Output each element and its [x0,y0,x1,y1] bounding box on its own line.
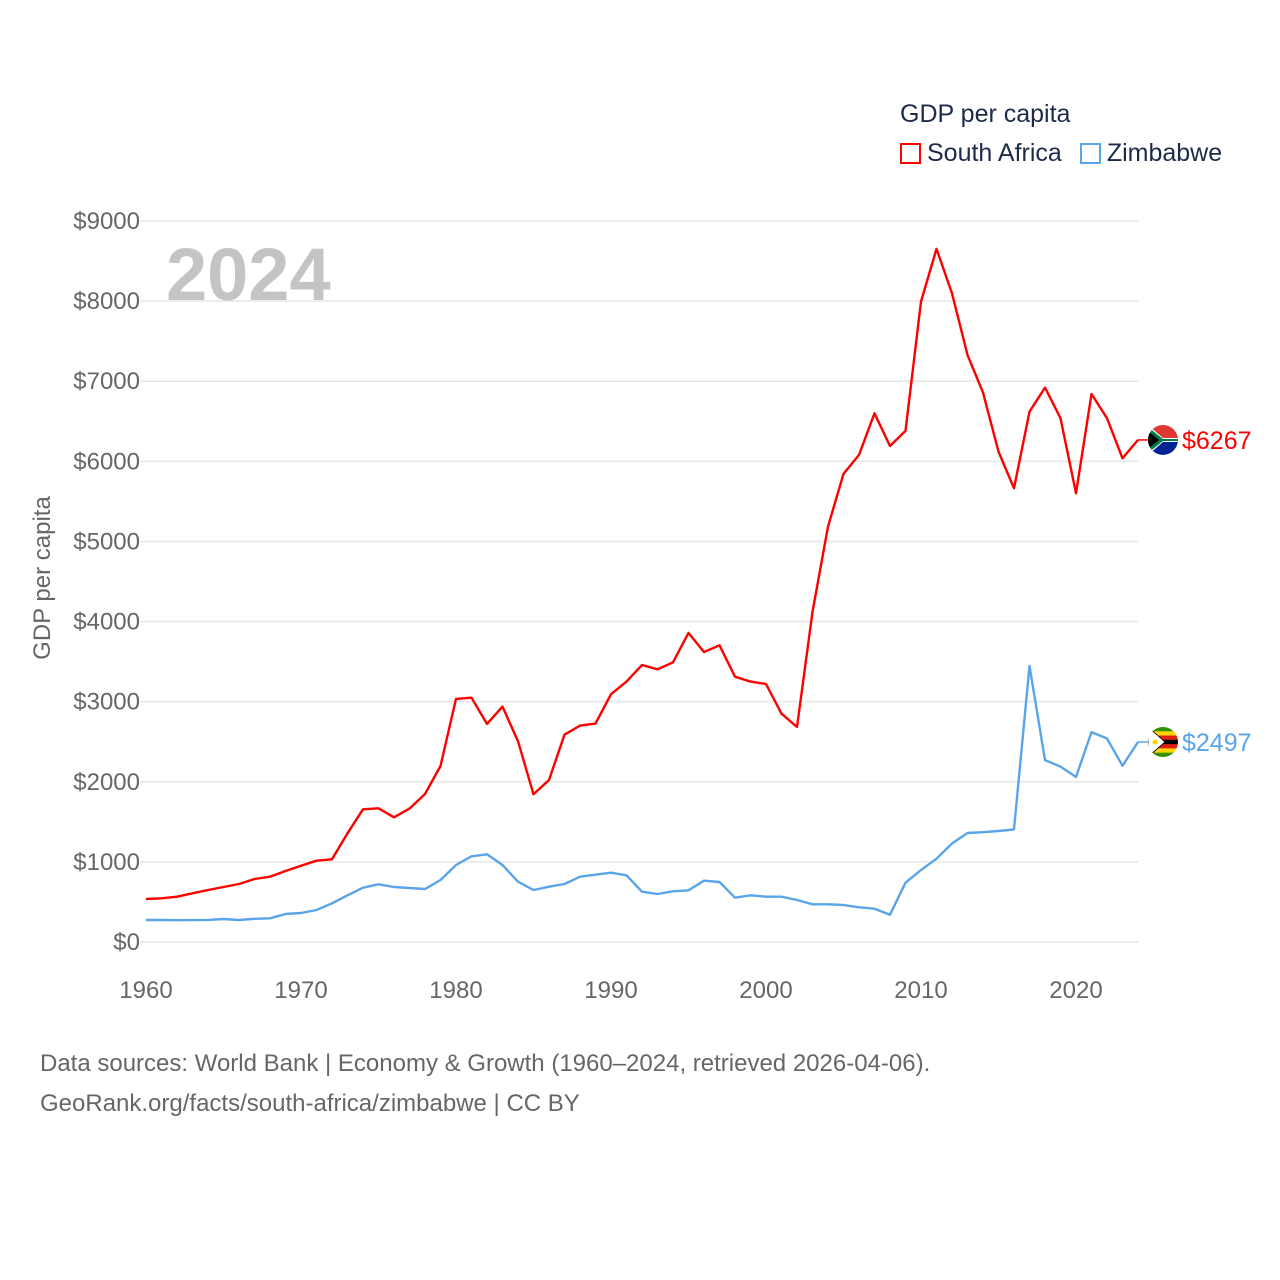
legend-item-zimbabwe[interactable]: Zimbabwe [1079,139,1223,168]
y-tick-label: $5000 [73,528,140,555]
x-tick-label: 2000 [739,977,792,1004]
series-line-south-africa [145,247,1139,901]
y-tick-label: $4000 [73,609,140,636]
x-tick-label: 1990 [584,977,637,1004]
legend-title: GDP per capita [900,100,1071,128]
legend: GDP per capita South Africa Zimbabwe [900,100,1222,168]
series-line-zimbabwe [146,664,1140,922]
y-tick-label: $2000 [73,769,140,796]
year-watermark: 2024 [166,233,331,316]
y-tick-label: $6000 [73,448,140,475]
zimbabwe-flag-icon [1148,726,1178,757]
y-tick-label: $0 [113,929,140,956]
legend-swatch-zimbabwe [1079,143,1101,164]
x-tick-label: 1970 [274,977,327,1004]
x-tick-label: 1960 [119,977,172,1004]
legend-swatch-south-africa [900,143,921,164]
x-tick-label: 2020 [1049,977,1102,1004]
legend-label: Zimbabwe [1106,139,1223,167]
south-africa-flag-icon [1148,424,1178,455]
legend-item-south-africa[interactable]: South Africa [900,139,1062,168]
source-link[interactable]: GeoRank.org/facts/south-africa/zimbabwe … [40,1090,580,1117]
y-tick-label: $7000 [73,368,140,395]
footer: Data sources: World Bank | Economy & Gro… [40,1044,930,1124]
end-value-label: $6267 [1182,427,1252,455]
y-axis-label: GDP per capita [29,496,56,660]
y-tick-label: $9000 [73,208,140,235]
y-tick-label: $3000 [73,689,140,716]
end-value-label: $2497 [1182,729,1252,757]
legend-label: South Africa [927,139,1062,167]
x-tick-label: 2010 [894,977,947,1004]
data-sources-text: Data sources: World Bank | Economy & Gro… [40,1050,931,1077]
y-tick-label: $8000 [73,288,140,315]
x-tick-label: 1980 [429,977,482,1004]
y-tick-label: $1000 [73,849,140,876]
